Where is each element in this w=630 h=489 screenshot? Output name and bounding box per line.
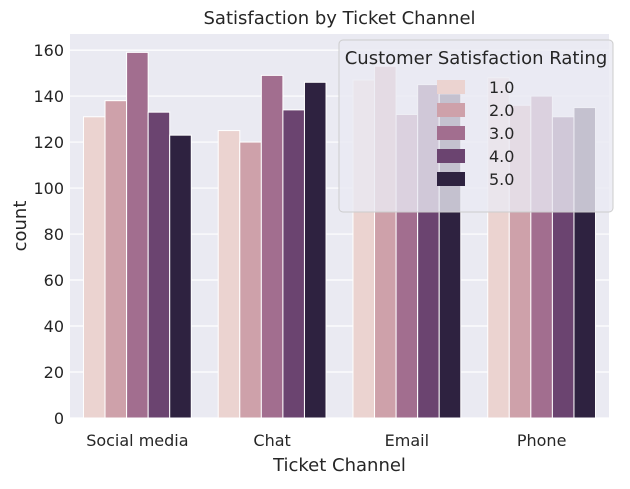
legend-box [338,39,614,213]
bar [217,130,241,419]
x-axis-ticks: Social media Chat Email Phone [86,431,566,450]
y-axis-label: count [10,201,31,252]
legend-label: 4.0 [489,147,514,166]
y-tick-label: 80 [44,225,64,244]
bar [282,109,305,419]
chart-title: Satisfaction by Ticket Channel [203,8,475,29]
bar [104,100,128,419]
bar [169,134,192,419]
x-tick-label: Phone [517,431,567,450]
x-axis-label: Ticket Channel [272,455,406,476]
bar [147,111,171,419]
legend-label: 2.0 [489,101,514,120]
legend-swatch [437,103,465,117]
legend-swatch [437,126,465,140]
bar [126,51,149,419]
x-tick-label: Email [385,431,429,450]
y-tick-label: 20 [44,363,64,382]
legend-swatch [437,172,465,186]
legend-items: 1.0 2.0 3.0 4.0 5.0 [437,78,514,189]
bar [260,74,284,419]
x-tick-label: Chat [253,431,290,450]
y-tick-label: 40 [44,317,64,336]
bar [239,141,262,419]
bar [82,116,106,419]
legend-swatch [437,149,465,163]
legend: Customer Satisfaction Rating 1.0 2.0 3.0 4.… [338,39,614,213]
legend-title: Customer Satisfaction Rating [345,48,608,69]
legend-label: 1.0 [489,78,514,97]
x-tick-label: Social media [86,431,188,450]
legend-swatch [437,80,465,94]
y-tick-label: 120 [33,133,64,152]
y-tick-label: 0 [54,409,64,428]
bar [303,81,327,419]
y-tick-label: 100 [33,179,64,198]
y-axis-ticks: 0 20 40 60 80 100 120 140 160 [33,41,64,428]
legend-label: 5.0 [489,170,514,189]
legend-label: 3.0 [489,124,514,143]
y-tick-label: 60 [44,271,64,290]
y-tick-label: 140 [33,87,64,106]
y-tick-label: 160 [33,41,64,60]
